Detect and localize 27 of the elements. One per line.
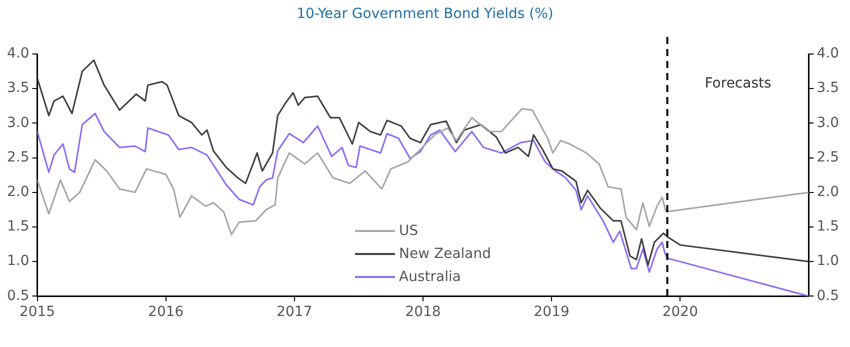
x-tick-label: 2018 bbox=[405, 304, 441, 320]
x-tick-label: 2019 bbox=[534, 304, 570, 320]
y-tick-label: 1.0 bbox=[7, 253, 30, 270]
y-tick-label: 4.0 bbox=[7, 46, 30, 62]
legend-label: US bbox=[399, 222, 418, 239]
y2-tick-label: 3.5 bbox=[816, 80, 839, 96]
y2-tick-label: 3.0 bbox=[816, 114, 839, 131]
y2-tick-label: 2.0 bbox=[816, 184, 839, 200]
y-tick-label: 2.0 bbox=[7, 184, 30, 200]
chart-title: 10-Year Government Bond Yields (%) bbox=[296, 6, 554, 22]
y2-tick-label: 4.0 bbox=[816, 46, 839, 62]
legend-label: New Zealand bbox=[399, 246, 491, 262]
y-tick-label: 0.5 bbox=[7, 288, 30, 304]
y2-tick-label: 1.0 bbox=[816, 253, 839, 270]
x-tick-label: 2017 bbox=[276, 304, 312, 320]
y2-tick-label: 1.5 bbox=[816, 218, 839, 235]
x-tick-label: 2015 bbox=[19, 304, 56, 320]
y2-tick-label: 0.5 bbox=[816, 288, 839, 304]
y-tick-label: 3.5 bbox=[7, 80, 30, 96]
y-tick-label: 1.5 bbox=[7, 218, 30, 235]
x-tick-label: 2020 bbox=[662, 304, 698, 320]
ref-line-label: Forecasts bbox=[704, 76, 772, 92]
y-tick-label: 3.0 bbox=[7, 114, 30, 131]
y2-tick-label: 2.5 bbox=[816, 149, 839, 166]
x-tick-label: 2016 bbox=[148, 304, 184, 320]
legend-label: Australia bbox=[399, 268, 461, 285]
y-tick-label: 2.5 bbox=[7, 149, 30, 166]
